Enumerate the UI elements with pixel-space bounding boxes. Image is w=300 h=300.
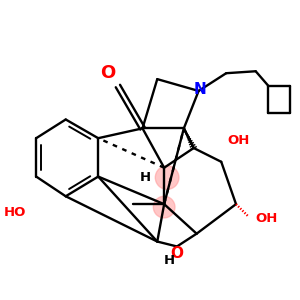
- Text: OH: OH: [227, 134, 250, 147]
- Text: H: H: [140, 171, 151, 184]
- Text: OH: OH: [256, 212, 278, 225]
- Text: H: H: [164, 254, 175, 267]
- Text: N: N: [193, 82, 206, 98]
- Circle shape: [155, 166, 179, 189]
- Circle shape: [153, 196, 175, 218]
- Text: O: O: [170, 246, 184, 261]
- Text: HO: HO: [4, 206, 26, 218]
- Text: O: O: [100, 64, 116, 82]
